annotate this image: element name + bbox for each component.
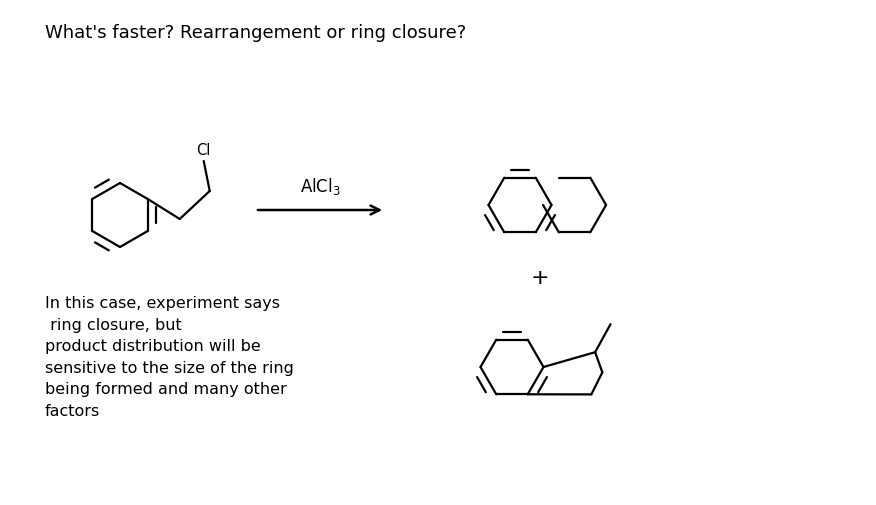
Text: +: + <box>531 268 549 287</box>
Text: AlCl$_3$: AlCl$_3$ <box>300 176 341 196</box>
Text: Cl: Cl <box>196 142 211 157</box>
Text: In this case, experiment says
 ring closure, but
product distribution will be
se: In this case, experiment says ring closu… <box>45 295 293 418</box>
Text: What's faster? Rearrangement or ring closure?: What's faster? Rearrangement or ring clo… <box>45 24 466 42</box>
